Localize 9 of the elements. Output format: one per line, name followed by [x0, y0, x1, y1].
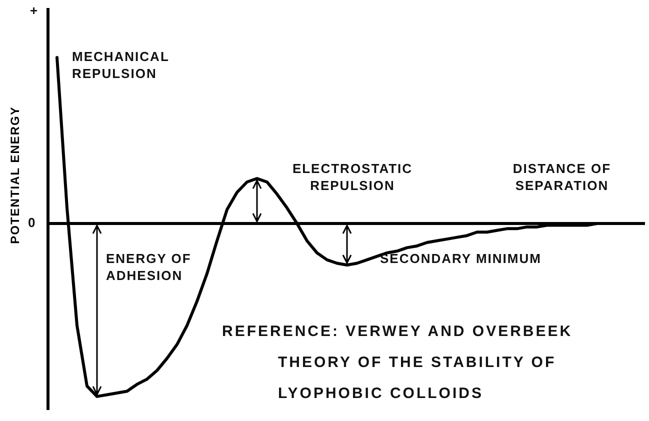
y-axis-title: POTENTIAL ENERGY	[8, 106, 22, 244]
annotation: REFERENCE: VERWEY AND OVERBEEK THEORY OF THE STABILITY OF LYOPHOBIC COLLOIDS	[222, 322, 574, 404]
text: +	[30, 2, 39, 19]
annotation: SECONDARY MINIMUM	[380, 250, 542, 267]
annotation: ELECTROSTATIC REPULSION	[291, 160, 414, 194]
text: 0	[28, 214, 36, 232]
annotation: MECHANICAL REPULSION	[72, 48, 170, 82]
annotation: DISTANCE OF SEPARATION	[512, 160, 612, 194]
annotation: ENERGY OF ADHESION	[106, 250, 192, 284]
